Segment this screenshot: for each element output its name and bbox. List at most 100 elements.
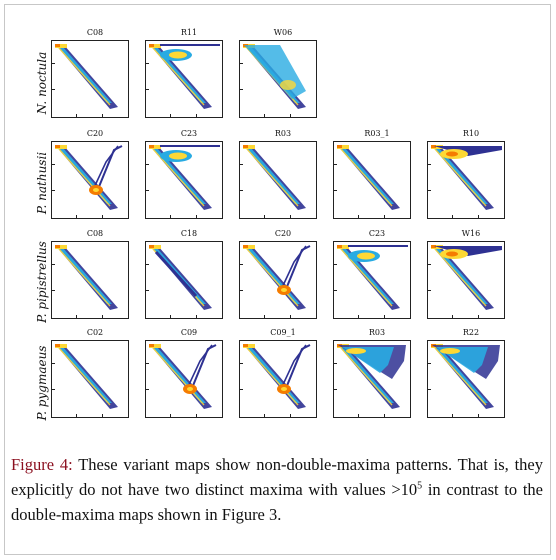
map-panel: C20	[235, 228, 331, 326]
axis-tick	[428, 389, 431, 390]
axis-tick	[264, 114, 265, 117]
axis-tick	[384, 315, 385, 318]
heat-map-image	[243, 344, 311, 409]
axis-tick	[428, 290, 431, 291]
heat-map-image	[243, 245, 311, 310]
heat-map-plot	[145, 141, 223, 219]
map-panel-title: W06	[273, 28, 293, 37]
axis-tick	[290, 114, 291, 117]
axis-tick	[102, 315, 103, 318]
map-panel-title: R22	[462, 328, 480, 337]
variant-maps-figure: N. noctula P. nathusii P. pipistrellus P…	[35, 27, 519, 425]
axis-tick	[478, 315, 479, 318]
heat-map-plot	[239, 340, 317, 418]
heat-map-plot	[333, 340, 411, 418]
axis-tick	[52, 190, 55, 191]
axis-tick	[52, 363, 55, 364]
heat-map-plot	[51, 340, 129, 418]
axis-tick	[102, 114, 103, 117]
map-panel: C23	[329, 228, 425, 326]
axis-tick	[196, 414, 197, 417]
heat-map-image	[55, 344, 118, 409]
heat-map-plot	[427, 241, 505, 319]
map-panel-title: C18	[180, 229, 198, 238]
heat-map-image	[243, 44, 306, 109]
heat-map-image	[149, 245, 212, 310]
map-panel: R11	[141, 27, 237, 125]
axis-tick	[52, 290, 55, 291]
axis-tick	[146, 164, 149, 165]
map-panel: C18	[141, 228, 237, 326]
axis-tick	[76, 315, 77, 318]
map-panel-title: W16	[461, 229, 481, 238]
heat-map-image	[431, 145, 502, 210]
caption-text: These variant maps show non-double-maxim…	[11, 455, 543, 499]
map-panel: C09	[141, 327, 237, 425]
heat-map-plot	[145, 40, 223, 118]
heat-map-plot	[145, 340, 223, 418]
heat-map-image	[337, 344, 406, 409]
heat-map-plot	[239, 40, 317, 118]
map-panel: R10	[423, 128, 519, 226]
heat-map-plot	[51, 241, 129, 319]
axis-tick	[478, 414, 479, 417]
heat-map-plot	[427, 141, 505, 219]
map-panel: C08	[47, 228, 143, 326]
map-panel: C08	[47, 27, 143, 125]
heat-map-image	[55, 44, 118, 109]
axis-tick	[240, 264, 243, 265]
heat-map-image	[337, 245, 408, 310]
caption-text-tail: in contrast to the double-maxima maps sh…	[11, 480, 544, 524]
heat-map-plot	[239, 241, 317, 319]
axis-tick	[240, 63, 243, 64]
caption-label: Figure 4:	[11, 455, 73, 474]
heat-map-image	[337, 145, 400, 210]
map-panel-title: C09	[180, 328, 198, 337]
axis-tick	[146, 190, 149, 191]
axis-tick	[240, 363, 243, 364]
axis-tick	[102, 414, 103, 417]
axis-tick	[240, 389, 243, 390]
axis-tick	[170, 215, 171, 218]
axis-tick	[428, 363, 431, 364]
heat-map-plot	[427, 340, 505, 418]
axis-tick	[334, 290, 337, 291]
axis-tick	[52, 164, 55, 165]
heat-map-plot	[51, 40, 129, 118]
heat-map-image	[55, 245, 118, 310]
axis-tick	[428, 190, 431, 191]
map-panel-title: C02	[86, 328, 104, 337]
axis-tick	[102, 215, 103, 218]
map-panel-title: C23	[368, 229, 386, 238]
map-panel: C20	[47, 128, 143, 226]
axis-tick	[76, 215, 77, 218]
axis-tick	[240, 190, 243, 191]
heat-map-image	[431, 344, 500, 409]
map-panel: C23	[141, 128, 237, 226]
axis-tick	[290, 315, 291, 318]
axis-tick	[358, 414, 359, 417]
axis-tick	[146, 89, 149, 90]
axis-tick	[170, 315, 171, 318]
figure-caption: Figure 4: These variant maps show non-do…	[11, 452, 543, 527]
axis-tick	[478, 215, 479, 218]
map-panel-title: C08	[86, 28, 104, 37]
heat-map-plot	[239, 141, 317, 219]
map-panel-title: R03	[368, 328, 386, 337]
axis-tick	[452, 215, 453, 218]
heat-map-image	[55, 145, 123, 210]
axis-tick	[52, 264, 55, 265]
axis-tick	[334, 164, 337, 165]
axis-tick	[146, 363, 149, 364]
map-panel: C09_1	[235, 327, 331, 425]
map-panel-title: R03	[274, 129, 292, 138]
axis-tick	[170, 114, 171, 117]
axis-tick	[334, 190, 337, 191]
axis-tick	[334, 363, 337, 364]
axis-tick	[334, 389, 337, 390]
heat-map-plot	[333, 241, 411, 319]
axis-tick	[146, 63, 149, 64]
heat-map-image	[149, 344, 217, 409]
axis-tick	[358, 215, 359, 218]
axis-tick	[290, 215, 291, 218]
